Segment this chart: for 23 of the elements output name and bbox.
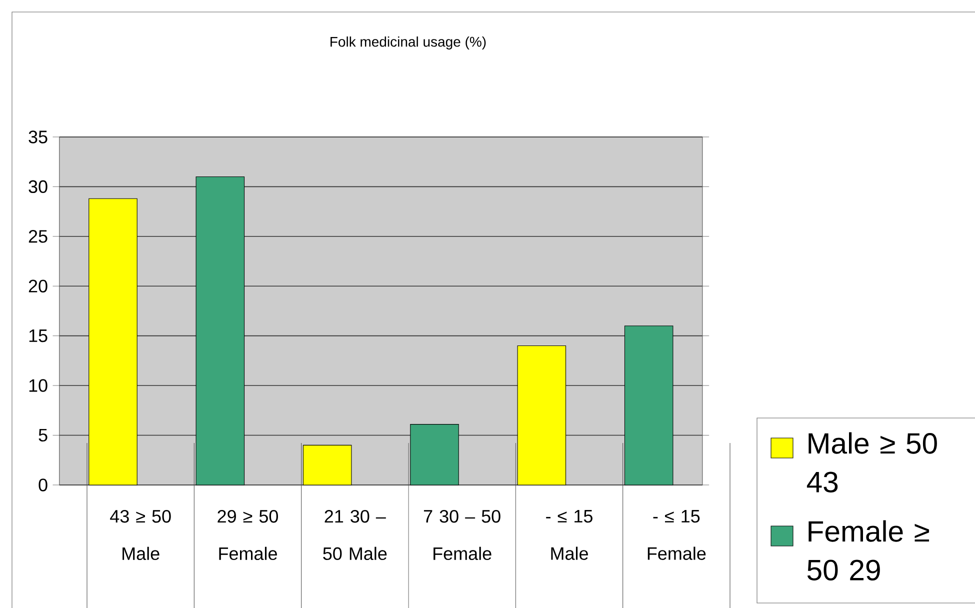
y-tick-label: 5 — [38, 428, 48, 442]
bar — [302, 444, 352, 486]
y-tick-label: 10 — [29, 379, 48, 392]
y-tick-label: 35 — [28, 130, 48, 144]
y-tick-label: 0 — [38, 478, 48, 492]
y-tick-label: 15 — [29, 330, 48, 342]
bar — [88, 198, 138, 486]
y-tick-label: 25 — [28, 230, 48, 243]
category-label: 43 ≥ 50 Male — [110, 510, 171, 560]
category-label: 29 ≥ 50 Female — [218, 510, 278, 560]
chart-title: Folk medicinal usage (%) — [330, 36, 486, 50]
legend-label: Female ≥ 50 29 — [807, 520, 930, 580]
bar — [196, 176, 245, 486]
category-label: 21 30 – 50 Male — [323, 510, 387, 560]
bar — [517, 345, 566, 486]
legend-label: Male ≥ 50 43 — [806, 432, 937, 492]
y-tick-label: 30 — [28, 180, 48, 194]
bar — [624, 326, 674, 486]
category-label: 7 30 – 50 Female — [424, 510, 500, 560]
y-tick-label: 20 — [28, 280, 48, 292]
bar — [410, 424, 459, 486]
category-label: - ≤ 15 Male — [546, 510, 592, 560]
category-label: - ≤ 15 Female — [648, 510, 706, 560]
